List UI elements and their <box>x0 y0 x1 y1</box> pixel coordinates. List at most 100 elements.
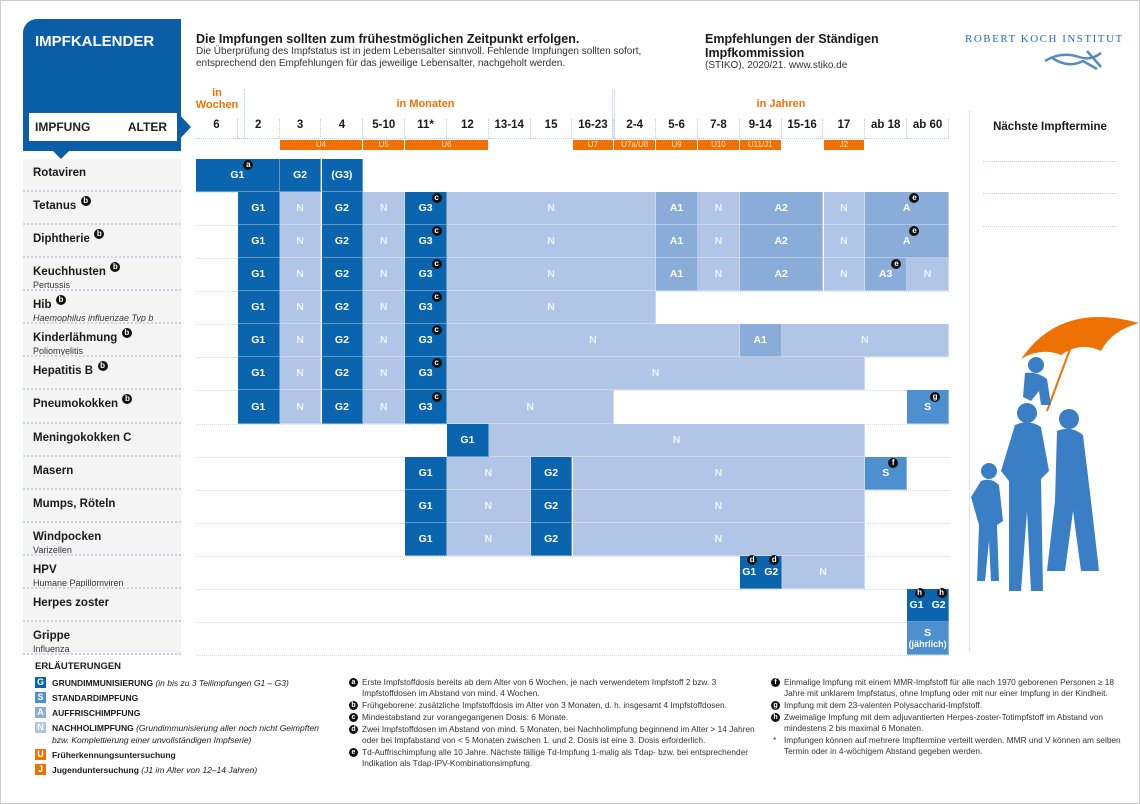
vaccine-name: Mumps, Röteln <box>33 497 116 510</box>
cell-label: G2 <box>334 367 349 380</box>
cell-label-group: G2 <box>335 268 349 280</box>
cell-label-group: N <box>924 268 932 280</box>
cell-label: N <box>840 235 848 248</box>
cell-label-group: G3 c <box>419 292 442 313</box>
cell-label: N <box>484 466 493 479</box>
cell-label-group: S (jährlich) <box>909 627 947 649</box>
footnote-marker: f <box>888 457 899 468</box>
checkup-badge: U7a/U8 <box>614 140 656 150</box>
arrow-down-icon <box>51 149 71 159</box>
footnote-marker: d <box>747 554 758 565</box>
vaccination-cell-N: N <box>823 225 866 259</box>
footnote-text: Erste Impfstoffdosis bereits ab dem Alte… <box>362 677 717 698</box>
appointment-line[interactable] <box>983 226 1117 227</box>
vaccination-cell-G: G1 <box>405 489 447 523</box>
cell-label: G3 <box>418 334 433 347</box>
vaccination-cell-G: G3 c <box>405 192 447 226</box>
vaccination-cell-N: N <box>363 192 406 226</box>
legend-label: Jugenduntersuchung <box>52 765 139 775</box>
cell-label: G2 <box>334 400 349 413</box>
stiko-subtitle: (STIKO), 2020/21. www.stiko.de <box>705 60 848 71</box>
vaccine-row-label: Keuchhusten b Pertussis <box>23 258 181 292</box>
cell-label-group: N <box>673 434 681 446</box>
cell-label-group: N <box>589 334 597 346</box>
cell-label: G2 <box>334 334 349 347</box>
vaccination-cell-N: N <box>279 390 322 424</box>
cell-label-group: N <box>380 301 388 313</box>
vaccination-cell-G: G2 <box>321 357 364 391</box>
headline: Die Impfungen sollten zum frühestmöglich… <box>196 32 580 46</box>
cell-label-group: N <box>840 235 848 247</box>
vaccination-cell-N: N <box>279 291 322 325</box>
cell-label-group: N <box>715 235 723 247</box>
footnote-marker: e <box>909 226 920 237</box>
vaccine-name: Keuchhusten <box>33 266 106 279</box>
cell-label-group: N <box>547 268 555 280</box>
age-column-header: 3 <box>279 119 322 139</box>
appointment-line[interactable] <box>983 161 1117 162</box>
age-column-header: 9-14 <box>739 119 782 139</box>
vaccine-row-label: Pneumokokken b <box>23 390 181 424</box>
age-column-header: 2-4 <box>614 119 657 139</box>
cell-label-group: G3 c <box>418 325 442 347</box>
cell-label: A3 <box>879 268 893 281</box>
vaccination-cell-G: G2 <box>530 456 573 490</box>
age-column-header: 17 <box>823 119 866 139</box>
cell-label: G2 <box>334 235 349 248</box>
vaccination-cell-N: N <box>447 357 866 391</box>
cell-label-group: N <box>380 235 388 247</box>
label-in-wochen: in Wochen <box>195 87 239 111</box>
vaccination-cell-A: A2 <box>739 192 824 226</box>
vaccination-cell-A: A3 e <box>865 258 908 292</box>
vaccination-cell-A: A1 <box>656 192 698 226</box>
age-column-header: 7-8 <box>698 119 740 139</box>
footnote-text: Impfungen können auf mehrere Impftermine… <box>784 735 1121 756</box>
cell-sublabel: (jährlich) <box>908 639 947 649</box>
vaccination-cell-N: N <box>363 291 406 325</box>
vaccination-cell-G: G2 <box>321 324 364 358</box>
vaccination-cell-G: G2 <box>321 291 364 325</box>
cell-label: G1 <box>251 400 266 413</box>
vaccination-cell-N: N <box>781 324 949 358</box>
age-column-header: 5-10 <box>363 119 406 139</box>
legend-swatch: A <box>35 707 46 718</box>
vaccination-cell-N: N <box>363 324 406 358</box>
cell-label: N <box>714 532 723 545</box>
appointment-line[interactable] <box>983 193 1117 194</box>
footnote-marker: b <box>122 394 133 405</box>
cell-label-group: N <box>296 367 304 379</box>
legend-item: U Früherkennungsuntersuchung <box>35 749 335 761</box>
cell-label: G2 <box>334 268 349 281</box>
cell-label-group: A3 e <box>879 259 902 281</box>
cell-label: G3 <box>418 268 433 281</box>
cell-label-group: N <box>380 334 388 346</box>
cell-label: N <box>714 202 723 215</box>
cell-label-group: G2 <box>335 334 349 346</box>
row-column-header: IMPFUNG ALTER <box>29 113 177 141</box>
cell-label: G1 <box>230 169 245 182</box>
cell-label-group: N <box>380 367 388 379</box>
footnote-marker: c <box>431 259 442 270</box>
footnote-marker: h <box>914 587 925 598</box>
legend-item: N NACHHOLIMPFUNG (Grundimmunisierung alle… <box>35 722 335 746</box>
vaccination-cell-G: G1 <box>237 291 280 325</box>
vaccine-subname: Pertussis <box>33 280 71 291</box>
footnote-marker: e <box>349 748 358 757</box>
footnote-marker: b <box>110 262 121 273</box>
family-umbrella-illustration <box>971 316 1139 591</box>
footnote-marker: b <box>80 196 91 207</box>
cell-label: N <box>840 202 848 215</box>
vaccination-cell-G: G3 c <box>405 324 447 358</box>
cell-label-group: N <box>296 268 304 280</box>
vaccination-cell-G: G3 c <box>405 357 447 391</box>
legend-text: GRUNDIMMUNISIERUNG (in bis zu 3 Teilimpf… <box>52 677 289 689</box>
vaccination-cell-N: N <box>363 225 406 259</box>
footnote-marker: * <box>773 735 777 745</box>
checkup-badge: U9 <box>656 140 697 150</box>
legend-text: STANDARDIMPFUNG <box>52 692 138 704</box>
cell-label: G2 <box>544 532 559 545</box>
vaccination-cell-N: N <box>572 522 866 556</box>
footnote-marker: c <box>431 325 442 336</box>
